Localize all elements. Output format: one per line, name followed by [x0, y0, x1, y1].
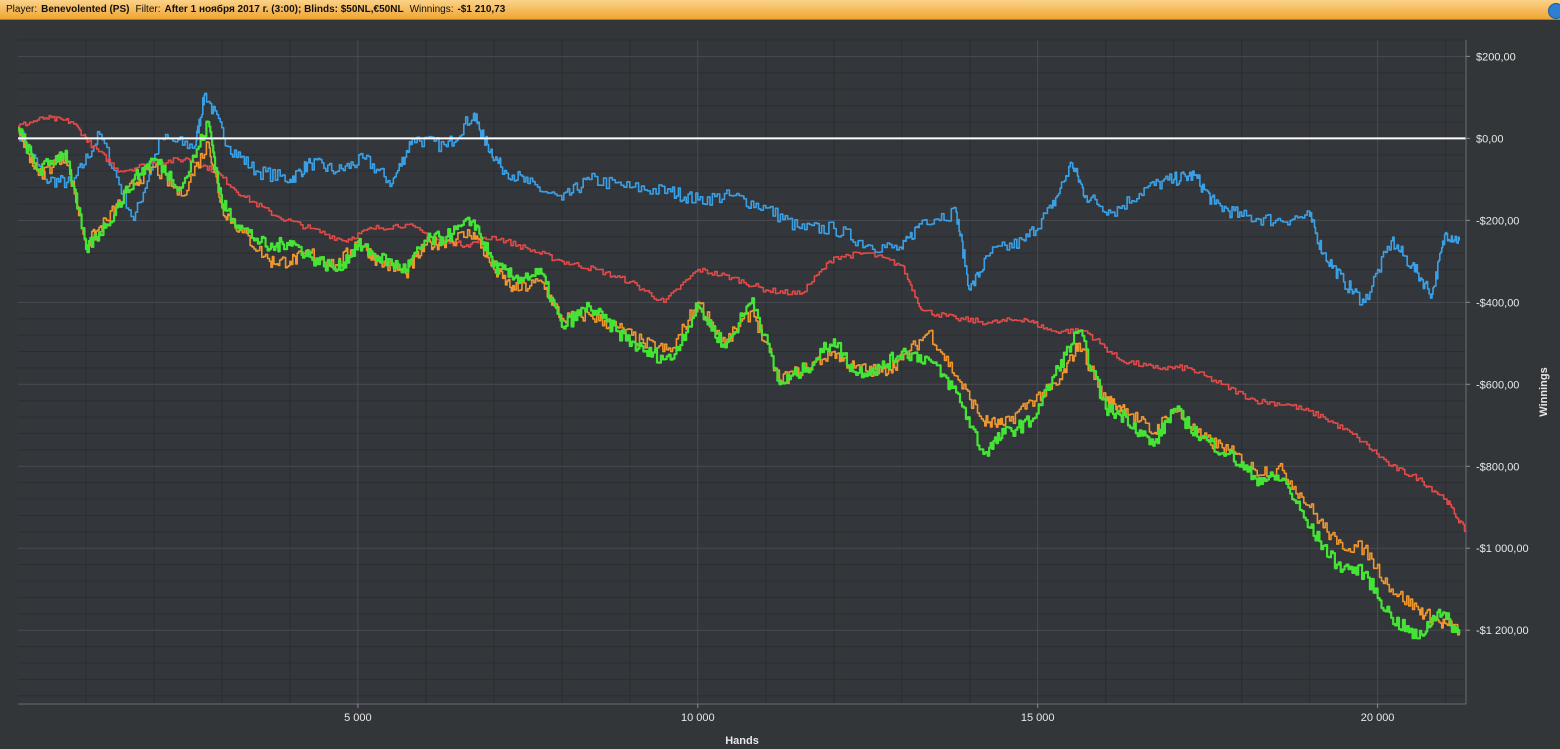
y-tick-label: -$1 200,00 — [1476, 625, 1529, 637]
chart-frame: $200,00 $0,00 -$200,00 -$400,00 -$600,00 -$80… — [0, 20, 1560, 749]
winnings-chart: $200,00 $0,00 -$200,00 -$400,00 -$600,00 -$80… — [18, 39, 1550, 747]
series-line-4 — [18, 120, 1461, 640]
y-tick-label: -$800,00 — [1476, 461, 1519, 473]
filter-value: After 1 ноября 2017 г. (3:00); Blinds: $… — [164, 4, 404, 15]
y-tick-label: $0,00 — [1476, 133, 1504, 145]
grid — [18, 39, 1466, 704]
x-tick-label: 10 000 — [681, 712, 715, 724]
y-axis-label: Winnings — [1538, 367, 1550, 416]
winnings-value: -$1 210,73 — [457, 4, 506, 15]
player-label: Player: — [6, 4, 38, 15]
x-tick-label: 15 000 — [1021, 712, 1055, 724]
series-line-1 — [18, 92, 1460, 306]
series-lines — [18, 92, 1467, 640]
axes: $200,00 $0,00 -$200,00 -$400,00 -$600,00 -$80… — [18, 40, 1529, 724]
x-tick-label: 5 000 — [344, 712, 372, 724]
series-line-2 — [18, 114, 1467, 533]
filter-label: Filter: — [135, 4, 161, 15]
winnings-label: Winnings: — [409, 4, 454, 15]
plot-area — [18, 40, 1466, 704]
y-tick-label: $200,00 — [1476, 51, 1516, 63]
chart-info-bar: Player: Benevolented (PS) Filter: After … — [0, 0, 1560, 20]
x-tick-label: 20 000 — [1361, 712, 1395, 724]
x-axis-label: Hands — [725, 735, 759, 747]
y-tick-label: -$1 000,00 — [1476, 543, 1529, 555]
y-tick-label: -$600,00 — [1476, 379, 1519, 391]
y-tick-label: -$200,00 — [1476, 215, 1519, 227]
info-icon[interactable] — [1548, 3, 1560, 19]
player-value: Benevolented (PS) — [41, 4, 130, 15]
y-tick-label: -$400,00 — [1476, 297, 1519, 309]
